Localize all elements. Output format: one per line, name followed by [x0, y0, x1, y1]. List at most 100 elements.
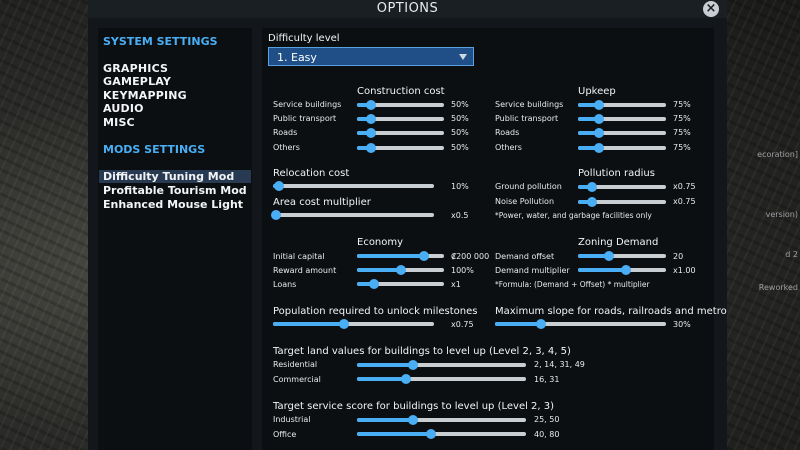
area-cost-multiplier-value: x0.5 [451, 211, 469, 220]
noise-pollution-slider[interactable] [578, 197, 666, 207]
demand-multiplier-value: x1.00 [673, 266, 696, 275]
loans-slider[interactable] [357, 279, 444, 289]
slider-handle[interactable] [401, 374, 411, 384]
background-text: version) [765, 210, 798, 219]
zoning-demand-title: Zoning Demand [578, 237, 659, 248]
sidebar-item-audio[interactable]: AUDIO [103, 102, 144, 115]
demand-offset-value: 20 [673, 252, 684, 261]
sidebar-item-misc[interactable]: MISC [103, 116, 135, 129]
slider-handle[interactable] [587, 182, 598, 192]
slider-handle[interactable] [594, 143, 605, 153]
slider-handle[interactable] [274, 181, 285, 191]
upkeep-others-value: 75% [673, 143, 691, 152]
slider-handle[interactable] [603, 251, 614, 261]
sidebar-item-profitable-tourism-mod[interactable]: Profitable Tourism Mod [103, 184, 247, 197]
sidebar-item-difficulty-tuning-mod[interactable]: Difficulty Tuning Mod [99, 170, 251, 183]
upkeep-roads-value: 75% [673, 128, 691, 137]
initial-capital-slider[interactable] [357, 251, 444, 261]
slider-handle[interactable] [407, 360, 418, 370]
reward-amount-label: Reward amount [273, 266, 337, 275]
upkeep-roads-slider[interactable] [578, 128, 666, 138]
slider-handle[interactable] [395, 265, 406, 275]
upkeep-public-transport-label: Public transport [495, 114, 559, 123]
office-service-score-slider[interactable] [357, 429, 526, 439]
max-slope-slider[interactable] [495, 319, 666, 329]
residential-land-value-slider[interactable] [357, 360, 526, 370]
sidebar-item-keymapping[interactable]: KEYMAPPING [103, 89, 187, 102]
construction-cost-title: Construction cost [357, 86, 445, 97]
commercial-label: Commercial [273, 375, 321, 384]
upkeep-service-buildings-slider[interactable] [578, 100, 666, 110]
slider-handle[interactable] [365, 128, 376, 138]
zoning-formula-note: *Formula: (Demand + Offset) * multiplier [495, 280, 650, 289]
mods-settings-heading: MODS SETTINGS [103, 143, 206, 156]
noise-pollution-value: x0.75 [673, 197, 696, 206]
slider-handle[interactable] [621, 265, 632, 275]
construction-roads-slider[interactable] [357, 128, 444, 138]
slider-handle[interactable] [594, 128, 605, 138]
upkeep-others-label: Others [495, 143, 522, 152]
loans-label: Loans [273, 280, 297, 289]
slider-handle[interactable] [594, 100, 605, 110]
office-label: Office [273, 430, 297, 439]
area-cost-multiplier-slider[interactable] [271, 210, 434, 220]
sidebar-item-graphics[interactable]: GRAPHICS [103, 62, 169, 75]
economy-title: Economy [357, 237, 404, 248]
demand-offset-label: Demand offset [495, 252, 555, 261]
window-title: OPTIONS [376, 1, 439, 16]
construction-others-label: Others [273, 143, 300, 152]
ground-pollution-slider[interactable] [578, 182, 666, 192]
sidebar-item-gameplay[interactable]: GAMEPLAY [103, 75, 172, 88]
industrial-service-score-slider[interactable] [357, 415, 526, 425]
ground-pollution-label: Ground pollution [495, 182, 562, 191]
commercial-land-value-slider[interactable] [357, 374, 526, 384]
options-dialog: OPTIONS × SYSTEM SETTINGS GRAPHICS GAMEP… [88, 0, 727, 450]
milestones-slider[interactable] [273, 319, 434, 329]
slider-handle[interactable] [365, 143, 376, 153]
slider-handle[interactable] [594, 114, 605, 124]
office-value: 40, 80 [534, 430, 560, 439]
chevron-down-icon [459, 54, 467, 60]
max-slope-value: 30% [673, 320, 691, 329]
slider-handle[interactable] [407, 415, 418, 425]
close-icon[interactable]: × [703, 1, 719, 17]
service-score-title: Target service score for buildings to le… [273, 401, 555, 412]
slider-handle[interactable] [365, 100, 376, 110]
residential-label: Residential [273, 360, 318, 369]
slider-handle[interactable] [418, 251, 429, 261]
max-slope-label: Maximum slope for roads, railroads and m… [495, 306, 727, 317]
milestones-value: x0.75 [451, 320, 474, 329]
construction-public-transport-slider[interactable] [357, 114, 444, 124]
demand-multiplier-slider[interactable] [578, 265, 666, 275]
upkeep-service-buildings-value: 75% [673, 100, 691, 109]
construction-public-transport-label: Public transport [273, 114, 337, 123]
demand-offset-slider[interactable] [578, 251, 666, 261]
relocation-cost-value: 10% [451, 182, 469, 191]
sidebar-item-enhanced-mouse-light[interactable]: Enhanced Mouse Light [103, 198, 244, 211]
reward-amount-slider[interactable] [357, 265, 444, 275]
commercial-value: 16, 31 [534, 375, 560, 384]
area-cost-multiplier-label: Area cost multiplier [273, 197, 371, 208]
upkeep-service-buildings-label: Service buildings [495, 100, 564, 109]
difficulty-level-dropdown[interactable]: 1. Easy [268, 47, 474, 66]
slider-handle[interactable] [365, 114, 376, 124]
upkeep-others-slider[interactable] [578, 143, 666, 153]
slider-handle[interactable] [536, 319, 547, 329]
relocation-cost-slider[interactable] [273, 181, 434, 191]
slider-handle[interactable] [587, 197, 598, 207]
slider-handle[interactable] [369, 279, 380, 289]
difficulty-level-label: Difficulty level [268, 33, 340, 44]
construction-others-slider[interactable] [357, 143, 444, 153]
upkeep-public-transport-slider[interactable] [578, 114, 666, 124]
construction-service-buildings-label: Service buildings [273, 100, 342, 109]
pollution-note: *Power, water, and garbage facilities on… [495, 211, 652, 220]
demand-multiplier-label: Demand multiplier [495, 266, 570, 275]
relocation-cost-label: Relocation cost [273, 168, 350, 179]
milestones-label: Population required to unlock milestones [273, 306, 478, 317]
slider-handle[interactable] [338, 319, 349, 329]
construction-service-buildings-slider[interactable] [357, 100, 444, 110]
initial-capital-label: Initial capital [273, 252, 325, 261]
slider-handle[interactable] [271, 210, 282, 220]
loans-value: x1 [451, 280, 461, 289]
slider-handle[interactable] [426, 429, 437, 439]
